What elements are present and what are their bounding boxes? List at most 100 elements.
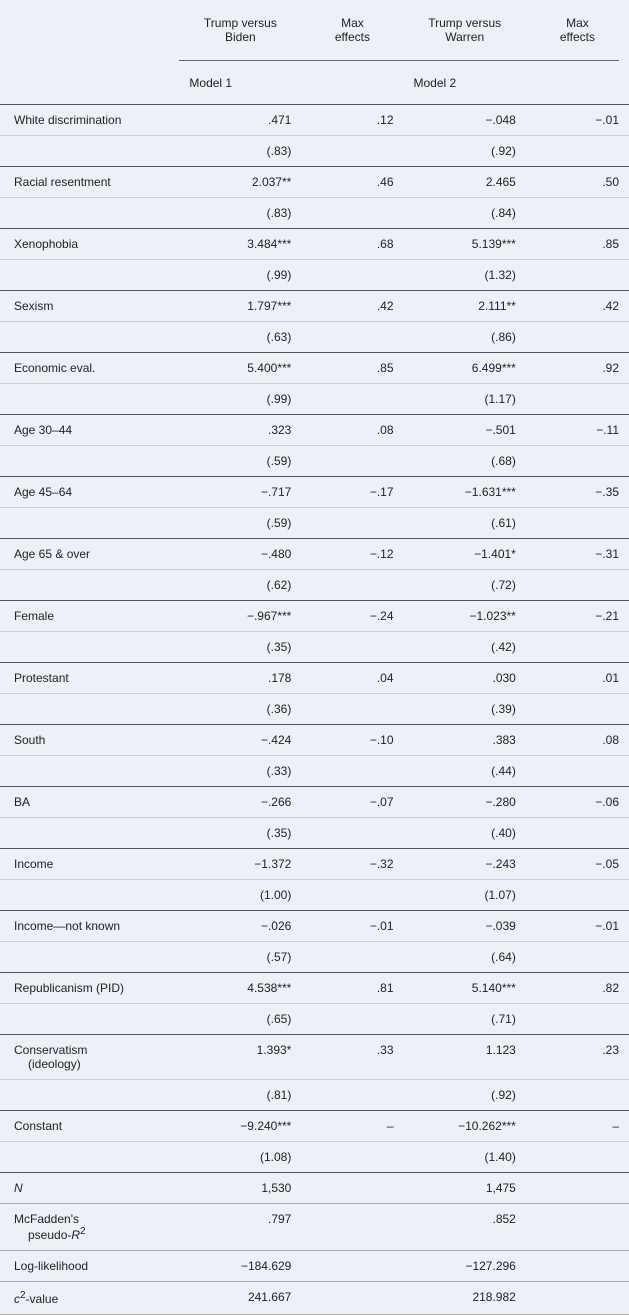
se-cell: (.83) xyxy=(179,136,301,167)
cell: −.01 xyxy=(526,911,629,942)
table-body: White discrimination.471.12−.048−.01(.83… xyxy=(0,105,629,1315)
row-label: South xyxy=(0,725,179,756)
table-row: Economic eval.5.400***.856.499***.92 xyxy=(0,353,629,384)
table-row: Republicanism (PID)4.538***.815.140***.8… xyxy=(0,973,629,1004)
cell: .42 xyxy=(526,291,629,322)
se-cell: (.72) xyxy=(404,570,526,601)
table-row: Female−.967***−.24−1.023**−.21 xyxy=(0,601,629,632)
cell: 1,530 xyxy=(179,1173,301,1204)
table-row: Xenophobia3.484***.685.139***.85 xyxy=(0,229,629,260)
table-row-se: (.59) (.61) xyxy=(0,508,629,539)
row-label: Conservatism(ideology) xyxy=(0,1035,179,1080)
cell: 1.123 xyxy=(404,1035,526,1080)
table-row: Conservatism(ideology)1.393*.331.123.23 xyxy=(0,1035,629,1080)
table-row-se: (.57)(.64) xyxy=(0,942,629,973)
row-label: Income—not known xyxy=(0,911,179,942)
se-cell: (1.40) xyxy=(404,1142,526,1173)
table-row-se: (1.00)(1.07) xyxy=(0,880,629,911)
se-cell: (.39) xyxy=(404,694,526,725)
se-cell: (.86) xyxy=(404,322,526,353)
cell: .85 xyxy=(301,353,403,384)
se-cell: (.35) xyxy=(179,818,301,849)
table-row-se: (.81)(.92) xyxy=(0,1080,629,1111)
cell: 5.400*** xyxy=(179,353,301,384)
table-row-se: (.99)(1.32) xyxy=(0,260,629,291)
se-cell: (.40) xyxy=(404,818,526,849)
row-label: Constant xyxy=(0,1111,179,1142)
cell: −.280 xyxy=(404,787,526,818)
se-cell: (.61) xyxy=(404,508,526,539)
cell: 2.037** xyxy=(179,167,301,198)
table-row-se: (.63)(.86) xyxy=(0,322,629,353)
row-label: Racial resentment xyxy=(0,167,179,198)
cell: 241.667 xyxy=(179,1282,301,1315)
table-row: Income—not known−.026−.01−.039−.01 xyxy=(0,911,629,942)
cell: .81 xyxy=(301,973,403,1004)
table-row: South−.424−.10.383.08 xyxy=(0,725,629,756)
header-col1: Trump versusBiden xyxy=(179,0,301,60)
row-label: Xenophobia xyxy=(0,229,179,260)
footer-label: c2-value xyxy=(0,1282,179,1315)
table-row-se: (1.08)(1.40) xyxy=(0,1142,629,1173)
table-row-se: (.83)(.92) xyxy=(0,136,629,167)
cell: .42 xyxy=(301,291,403,322)
header-col4: Maxeffects xyxy=(526,0,629,60)
cell: −1.631*** xyxy=(404,477,526,508)
se-cell: (.62) xyxy=(179,570,301,601)
row-label: Income xyxy=(0,849,179,880)
se-cell: (.68) xyxy=(404,446,526,477)
model-1-label: Model 1 xyxy=(179,62,301,105)
cell: .82 xyxy=(526,973,629,1004)
cell: −.31 xyxy=(526,539,629,570)
se-cell: (.65) xyxy=(179,1004,301,1035)
se-cell: (.36) xyxy=(179,694,301,725)
header-row-1: Trump versusBiden Maxeffects Trump versu… xyxy=(0,0,629,60)
row-label: Economic eval. xyxy=(0,353,179,384)
row-label: Sexism xyxy=(0,291,179,322)
cell: .92 xyxy=(526,353,629,384)
footer-label: N xyxy=(0,1173,179,1204)
row-label: Protestant xyxy=(0,663,179,694)
se-cell: (.59) xyxy=(179,508,301,539)
cell: −.21 xyxy=(526,601,629,632)
footer-row: Log-likelihood−184.629−127.296 xyxy=(0,1251,629,1282)
se-cell: (.35) xyxy=(179,632,301,663)
header-text: Maxeffects xyxy=(335,16,370,44)
header-text: Trump versusWarren xyxy=(428,16,501,44)
cell: −10.262*** xyxy=(404,1111,526,1142)
cell: 1,475 xyxy=(404,1173,526,1204)
cell: −.17 xyxy=(301,477,403,508)
header-row-models: Model 1 Model 2 xyxy=(0,62,629,105)
table-row-se: (.35) (.40) xyxy=(0,818,629,849)
cell: .030 xyxy=(404,663,526,694)
cell: .23 xyxy=(526,1035,629,1080)
cell: −.048 xyxy=(404,105,526,136)
se-cell: (.92) xyxy=(404,1080,526,1111)
se-cell: (1.17) xyxy=(404,384,526,415)
cell: 4.538*** xyxy=(179,973,301,1004)
row-label: Republicanism (PID) xyxy=(0,973,179,1004)
cell: .08 xyxy=(526,725,629,756)
cell: 6.499*** xyxy=(404,353,526,384)
table-row: Age 30–44.323.08−.501−.11 xyxy=(0,415,629,446)
cell: – xyxy=(526,1111,629,1142)
cell: .852 xyxy=(404,1204,526,1251)
cell: −.05 xyxy=(526,849,629,880)
se-cell: (.59) xyxy=(179,446,301,477)
cell: −1.023** xyxy=(404,601,526,632)
cell: −1.401* xyxy=(404,539,526,570)
cell: −.11 xyxy=(526,415,629,446)
cell: −1.372 xyxy=(179,849,301,880)
table-row: Income−1.372−.32−.243−.05 xyxy=(0,849,629,880)
cell: .50 xyxy=(526,167,629,198)
se-cell: (.83) xyxy=(179,198,301,229)
cell: .01 xyxy=(526,663,629,694)
cell: −127.296 xyxy=(404,1251,526,1282)
cell: −.501 xyxy=(404,415,526,446)
cell: −.24 xyxy=(301,601,403,632)
table-row: Sexism1.797***.422.111**.42 xyxy=(0,291,629,322)
cell: 2.465 xyxy=(404,167,526,198)
footer-row: c2-value241.667218.982 xyxy=(0,1282,629,1315)
header-col3: Trump versusWarren xyxy=(404,0,526,60)
table-row-se: (.36) (.39) xyxy=(0,694,629,725)
